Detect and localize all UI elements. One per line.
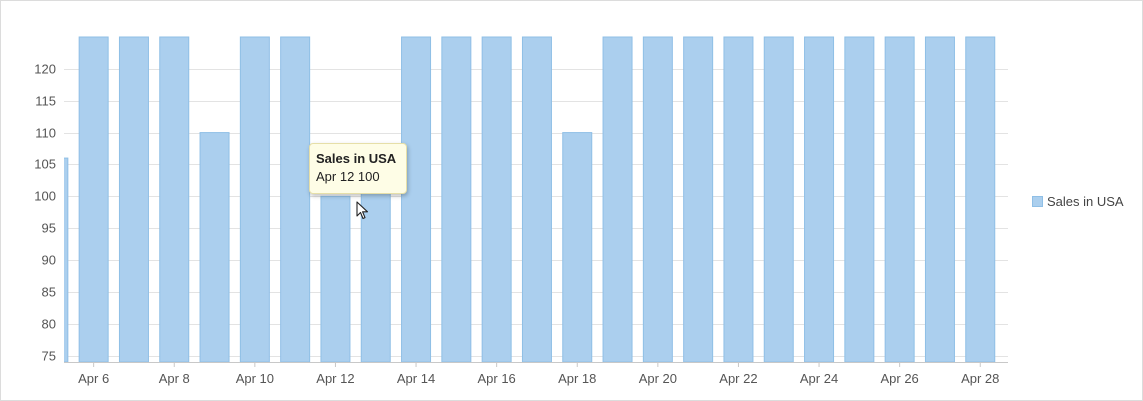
x-tick-label: Apr 6 [78,371,109,386]
bar-apr-19[interactable] [602,36,633,363]
x-tick-label: Apr 8 [159,371,190,386]
bar-apr-28[interactable] [965,36,996,363]
bar-apr-26[interactable] [884,36,915,363]
x-tick-label: Apr 22 [719,371,757,386]
x-tick-label: Apr 16 [477,371,515,386]
x-tick-label: Apr 24 [800,371,838,386]
legend-label: Sales in USA [1047,194,1124,209]
legend-swatch [1032,196,1043,207]
bar-apr-27[interactable] [924,36,955,363]
x-tick-label: Apr 26 [880,371,918,386]
y-tick-label: 85 [42,285,56,300]
bar-apr-11[interactable] [280,36,311,363]
bar-apr-6[interactable] [78,36,109,363]
y-tick-label: 95 [42,221,56,236]
x-axis: Apr 6 Apr 8 Apr 10 Apr 12 Apr 14 Apr 16 Apr 18… [64,362,1008,386]
y-tick-label: 80 [42,317,56,332]
bar-apr-24[interactable] [804,36,835,363]
bar-apr-9[interactable] [199,132,230,363]
y-tick-label: 120 [34,62,56,77]
y-tick-label: 75 [42,349,56,364]
bar-apr-22[interactable] [723,36,754,363]
bar-apr-18[interactable] [562,132,593,363]
bar-apr-15[interactable] [441,36,472,363]
x-tick-label: Apr 28 [961,371,999,386]
bar-apr-12[interactable] [320,195,351,363]
x-tick-label: Apr 20 [639,371,677,386]
legend[interactable]: Sales in USA [1032,194,1124,209]
bar-apr-7[interactable] [118,36,149,363]
bars [39,36,996,363]
bar-apr-23[interactable] [763,36,794,363]
mouse-cursor-icon [356,201,369,220]
tooltip-title: Sales in USA [316,151,397,166]
bar-apr-25[interactable] [844,36,875,363]
y-tick-label: 105 [34,157,56,172]
y-tick-label: 90 [42,253,56,268]
bar-apr-5[interactable] [39,157,69,363]
x-tick-label: Apr 14 [397,371,435,386]
y-tick-label: 110 [35,126,56,141]
y-axis: 75 80 85 90 95 100 105 110 115 120 [34,62,56,364]
x-tick-label: Apr 18 [558,371,596,386]
y-tick-label: 115 [35,94,56,109]
bar-apr-20[interactable] [642,36,673,363]
y-tick-label: 100 [34,189,56,204]
bar-apr-14[interactable] [401,36,432,363]
tooltip: Sales in USA Apr 12 100 [309,143,407,194]
bar-apr-10[interactable] [239,36,270,363]
bar-apr-21[interactable] [683,36,714,363]
x-tick-label: Apr 10 [236,371,274,386]
bar-apr-16[interactable] [481,36,512,363]
bar-apr-8[interactable] [159,36,190,363]
bar-apr-17[interactable] [521,36,552,363]
tooltip-value: Apr 12 100 [316,169,380,184]
x-tick-label: Apr 12 [316,371,354,386]
